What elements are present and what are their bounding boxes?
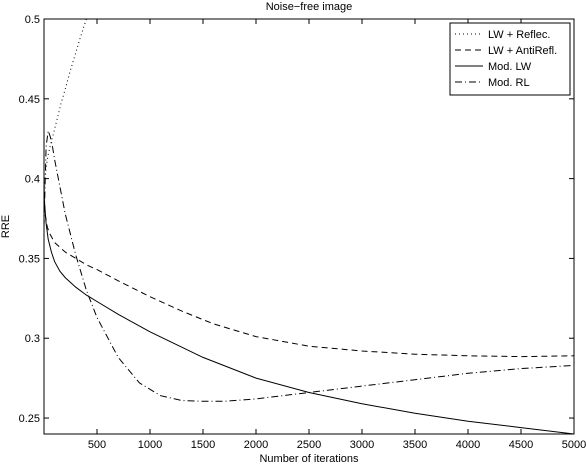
series-line-2 xyxy=(44,194,574,358)
plot-lines xyxy=(44,19,574,434)
legend-label: LW + AntiRefl. xyxy=(488,45,557,57)
series-line-4 xyxy=(44,130,574,402)
y-tick-label: 0.4 xyxy=(25,174,40,186)
y-tick-label: 0.3 xyxy=(25,333,40,345)
x-tick-label: 2000 xyxy=(244,439,268,451)
legend-label: LW + Reflec. xyxy=(488,29,550,41)
y-tick-label: 0.5 xyxy=(25,14,40,26)
x-tick-label: 1000 xyxy=(138,439,162,451)
x-tick-label: 2500 xyxy=(297,439,321,451)
legend: LW + Reflec. LW + AntiRefl. Mod. LW Mod. RL xyxy=(449,22,571,96)
chart-title: Noise−free image xyxy=(266,1,353,13)
x-tick-label: 3500 xyxy=(403,439,427,451)
x-tick-label: 3000 xyxy=(350,439,374,451)
axes: 500 1000 1500 2000 2500 3000 3500 4000 4500 5000 0… xyxy=(19,14,586,451)
y-axis-label: RRE xyxy=(0,215,12,238)
y-tick-label: 0.25 xyxy=(19,413,40,425)
series-line-3 xyxy=(44,194,574,434)
series-line-1 xyxy=(44,19,87,195)
x-tick-label: 1500 xyxy=(191,439,215,451)
y-tick-label: 0.45 xyxy=(19,94,40,106)
x-axis-label: Number of iterations xyxy=(259,453,359,465)
x-tick-label: 4500 xyxy=(509,439,533,451)
legend-label: Mod. LW xyxy=(488,61,532,73)
legend-label: Mod. RL xyxy=(488,77,530,89)
x-tick-label: 500 xyxy=(88,439,106,451)
x-tick-label: 5000 xyxy=(562,439,586,451)
legend-box xyxy=(449,22,571,96)
y-tick-label: 0.35 xyxy=(19,253,40,265)
x-tick-label: 4000 xyxy=(456,439,480,451)
